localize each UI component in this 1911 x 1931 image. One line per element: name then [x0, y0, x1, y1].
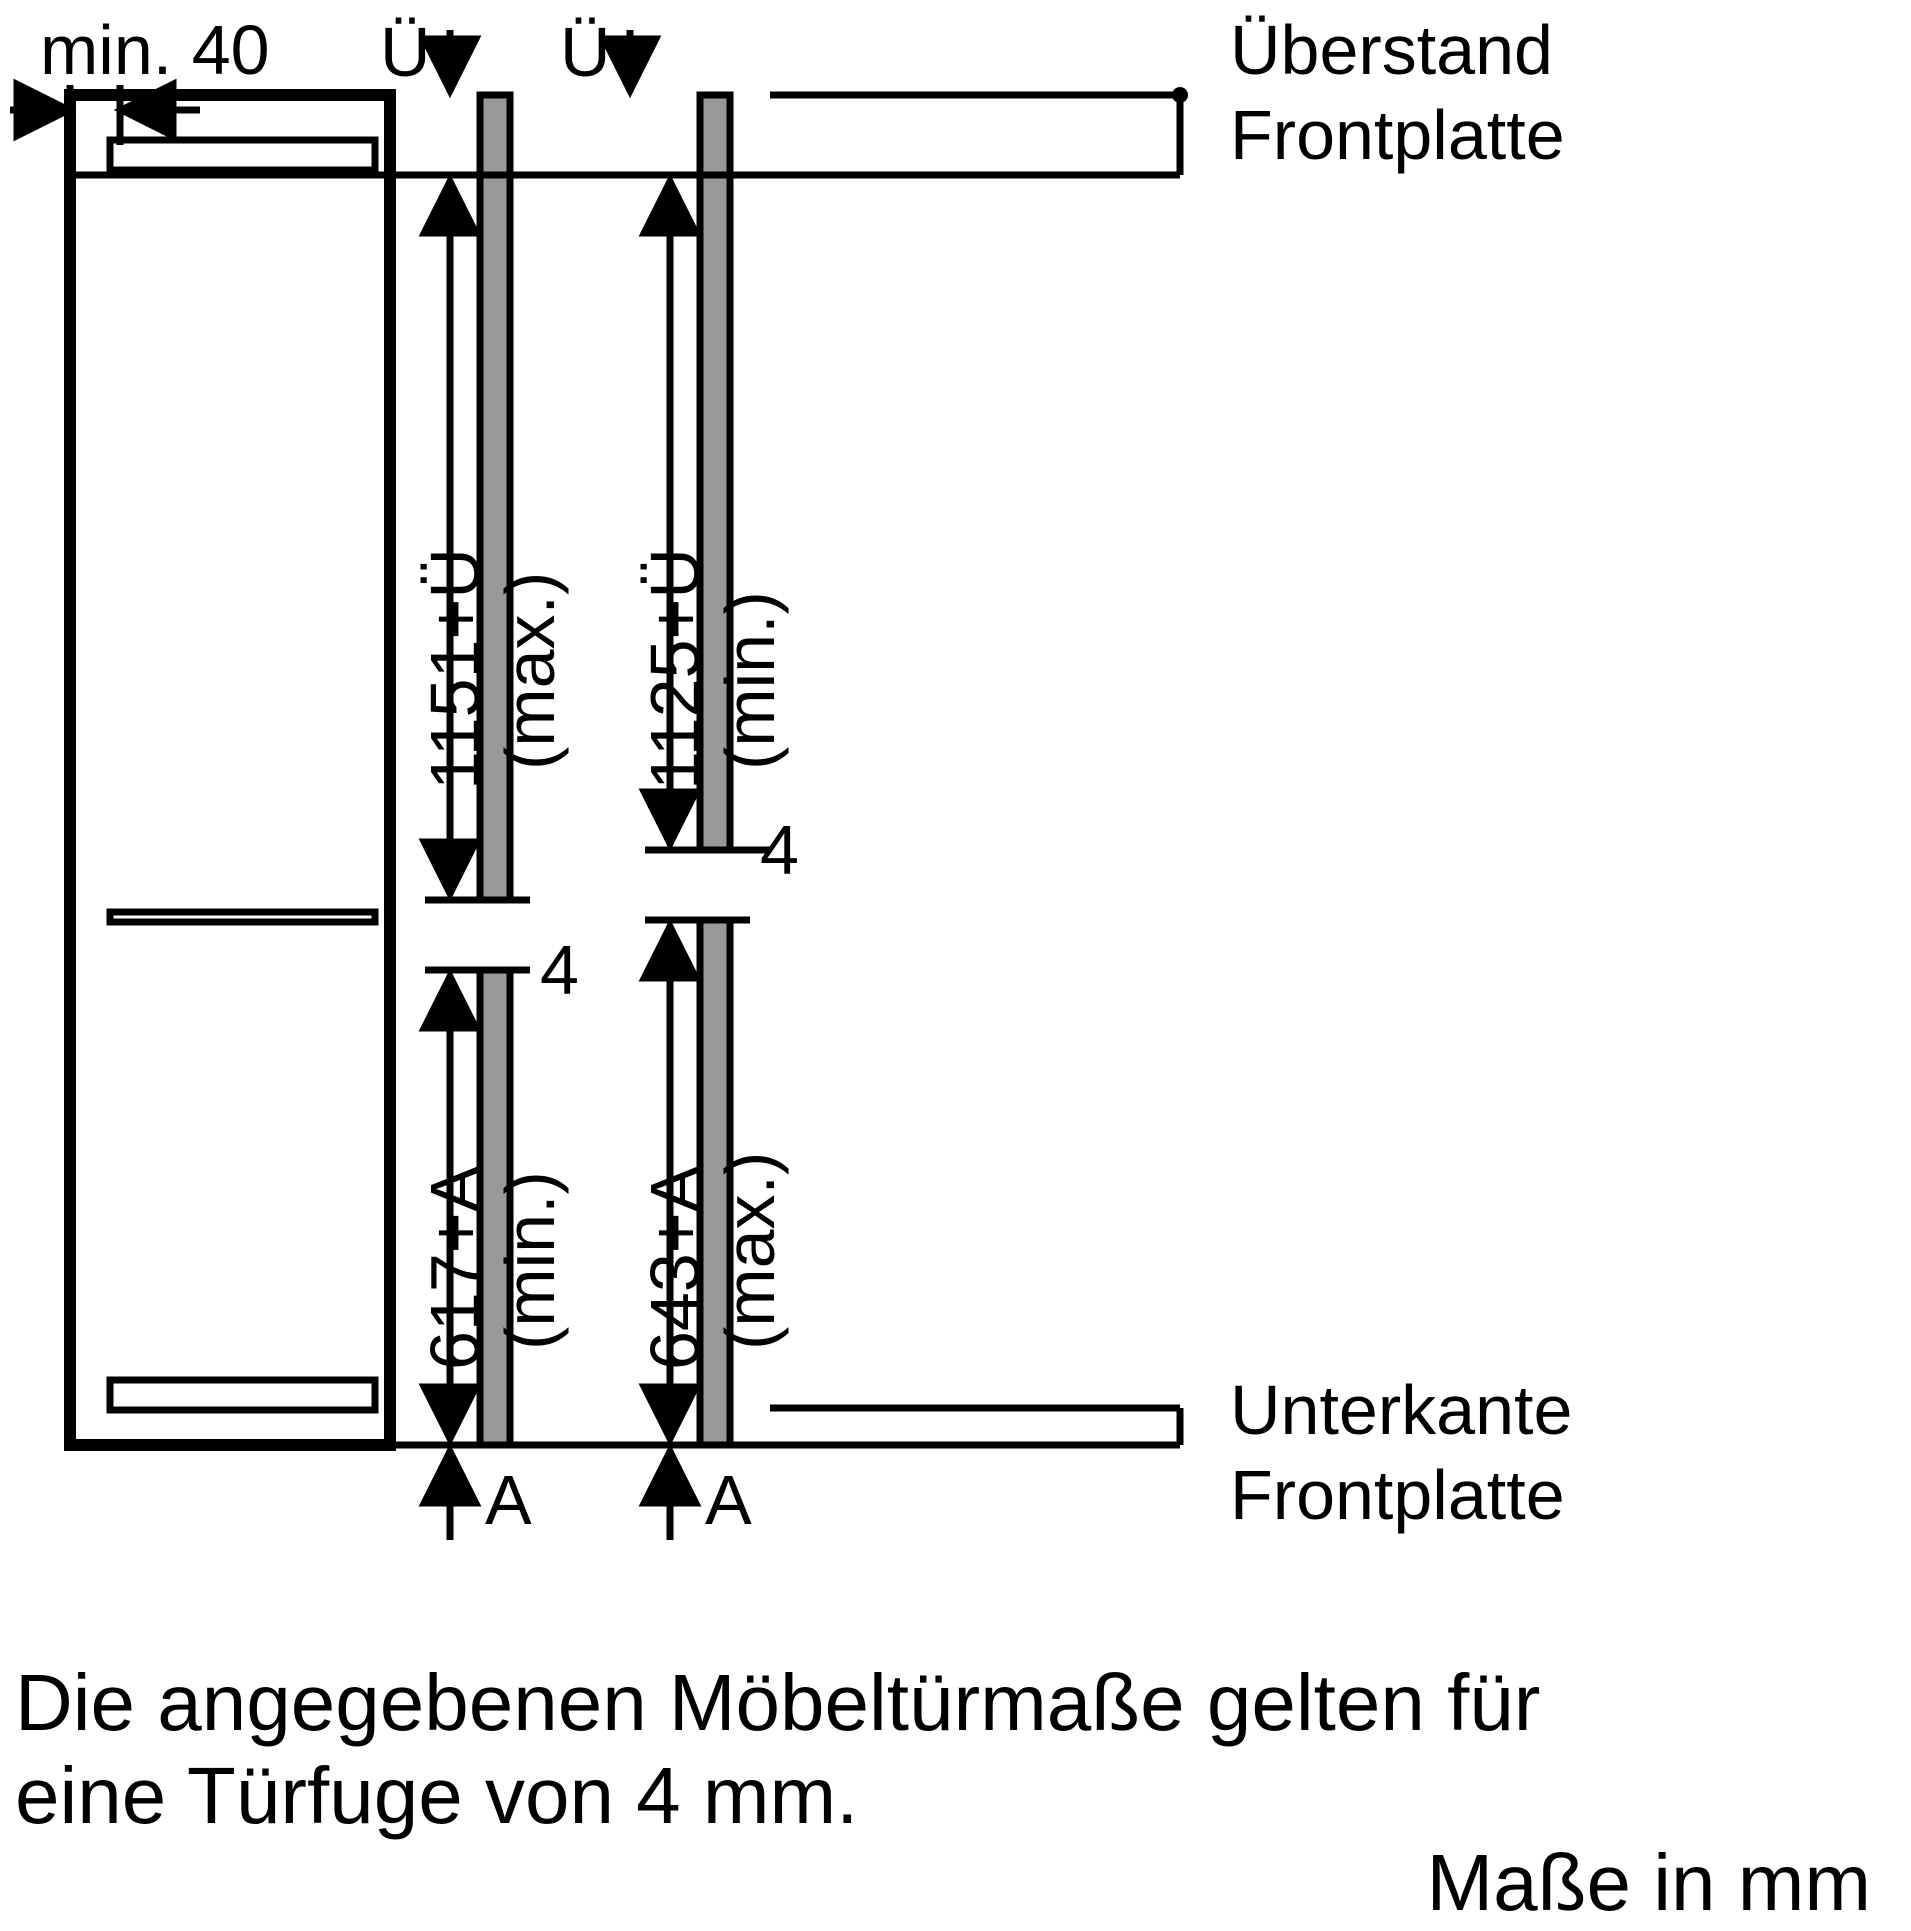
dim2-val: 1125+Ü: [635, 548, 715, 790]
label-frontplatte-bottom: Frontplatte: [1230, 1455, 1565, 1535]
dim2-note: (min.): [710, 591, 790, 770]
label-frontplatte-top: Frontplatte: [1230, 95, 1565, 175]
label-ueberstand: Überstand: [1230, 10, 1553, 90]
dim1-note: (max.): [490, 572, 570, 770]
dim3-note: (min.): [490, 1171, 570, 1350]
dim4-note: (max.): [710, 1152, 790, 1350]
units: Maße in mm: [1427, 1835, 1872, 1931]
label-min40: min. 40: [40, 10, 270, 90]
dim3-val: 617+A: [415, 1166, 495, 1370]
gap1: 4: [540, 930, 579, 1010]
note-line2: eine Türfuge von 4 mm.: [15, 1748, 858, 1844]
gap2: 4: [760, 810, 799, 890]
a2: A: [705, 1460, 752, 1540]
a1: A: [485, 1460, 532, 1540]
label-u2: Ü: [560, 12, 611, 92]
dim4-val: 643+A: [635, 1166, 715, 1370]
label-unterkante: Unterkante: [1230, 1370, 1572, 1450]
note-line1: Die angegebenen Möbeltürmaße gelten für: [15, 1655, 1540, 1751]
technical-diagram: [0, 0, 1911, 1920]
dim1-val: 1151+Ü: [415, 548, 495, 790]
label-u1: Ü: [380, 12, 431, 92]
